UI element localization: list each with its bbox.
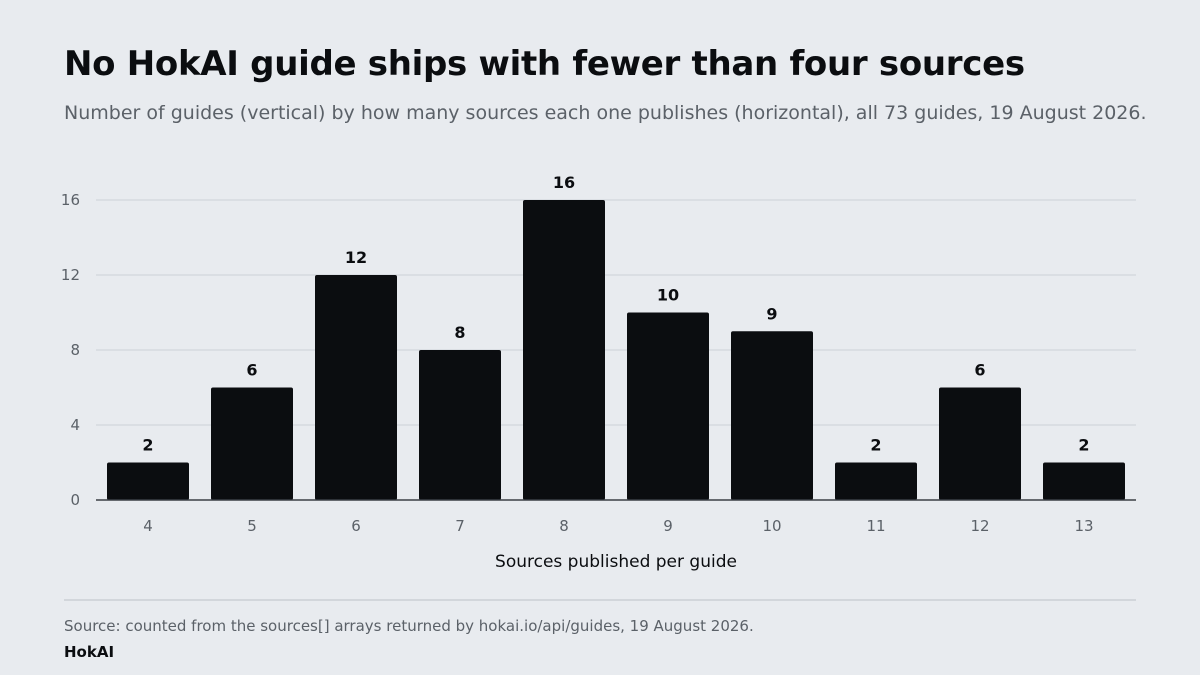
source-note: Source: counted from the sources[] array…: [64, 617, 754, 635]
x-tick-label: 9: [663, 517, 673, 535]
bar: [835, 462, 917, 500]
y-tick-label: 4: [70, 416, 80, 434]
brand-name: HokAI: [64, 643, 115, 661]
bar: [731, 331, 813, 500]
y-tick-label: 16: [61, 191, 80, 209]
bar-value-label: 2: [142, 436, 153, 455]
chart-title: No HokAI guide ships with fewer than fou…: [64, 44, 1025, 84]
x-tick-label: 5: [247, 517, 257, 535]
bar: [315, 275, 397, 500]
chart-subtitle: Number of guides (vertical) by how many …: [64, 102, 1147, 124]
footer-divider: [64, 599, 1136, 601]
bar-value-label: 10: [657, 286, 679, 305]
bar-value-label: 2: [1078, 436, 1089, 455]
bar-chart: 0 4 8 12 16 2 6 12 8 16 10 9 2 6 2 4 5 6 7 8 9 10 11 12 13 Sou…: [61, 173, 1136, 572]
y-tick-label: 8: [70, 341, 80, 359]
bar-value-label: 12: [345, 248, 367, 267]
bar-value-label: 16: [553, 173, 575, 192]
bar: [419, 350, 501, 500]
x-axis-title: Sources published per guide: [495, 552, 737, 572]
x-tick-label: 13: [1074, 517, 1093, 535]
x-axis-ticks: 4 5 6 7 8 9 10 11 12 13: [143, 517, 1093, 535]
x-tick-label: 8: [559, 517, 569, 535]
x-tick-label: 7: [455, 517, 465, 535]
x-tick-label: 11: [866, 517, 885, 535]
bar-value-label: 9: [766, 304, 777, 323]
bar: [627, 312, 709, 500]
bar-value-label: 6: [246, 361, 257, 380]
x-tick-label: 6: [351, 517, 361, 535]
x-tick-label: 10: [762, 517, 781, 535]
bar: [107, 462, 189, 500]
x-tick-label: 12: [970, 517, 989, 535]
bar: [939, 387, 1021, 500]
x-tick-label: 4: [143, 517, 153, 535]
bar-value-label: 2: [870, 436, 881, 455]
data-labels: 2 6 12 8 16 10 9 2 6 2: [142, 173, 1089, 455]
bar: [211, 387, 293, 500]
y-axis-ticks: 0 4 8 12 16: [61, 191, 80, 509]
y-tick-label: 0: [70, 491, 80, 509]
bar: [1043, 462, 1125, 500]
bar: [523, 200, 605, 500]
bars: [107, 200, 1125, 500]
y-tick-label: 12: [61, 266, 80, 284]
bar-value-label: 6: [974, 361, 985, 380]
bar-value-label: 8: [454, 323, 465, 342]
